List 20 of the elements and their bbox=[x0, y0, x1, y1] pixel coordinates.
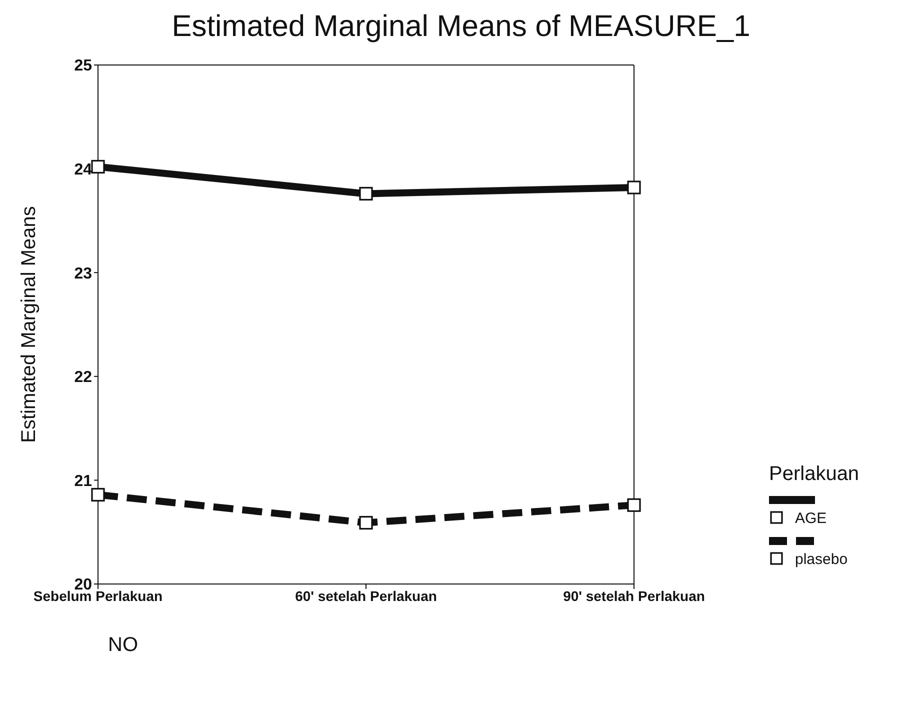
y-tick-label: 23 bbox=[74, 265, 92, 282]
x-tick-label: 60' setelah Perlakuan bbox=[295, 588, 437, 604]
y-tick-label: 20 bbox=[74, 576, 92, 594]
point bbox=[91, 488, 105, 502]
point bbox=[91, 160, 105, 174]
legend-label: plasebo bbox=[795, 551, 848, 568]
y-tick-label: 25 bbox=[74, 58, 92, 75]
text: NO bbox=[108, 634, 139, 657]
x-tick-label: 90' setelah Perlakuan bbox=[563, 588, 705, 604]
y-tick-label: 24 bbox=[74, 161, 92, 178]
point bbox=[627, 498, 641, 512]
point bbox=[627, 180, 641, 194]
y-tick-label: 22 bbox=[74, 369, 92, 386]
point bbox=[359, 516, 373, 530]
legend-label: AGE bbox=[795, 510, 827, 527]
chart-title: Estimated Marginal Means of MEASURE_1 bbox=[170, 10, 752, 44]
legend-title: Perlakuan bbox=[769, 463, 860, 486]
y-tick-label: 21 bbox=[74, 472, 92, 490]
y-axis-title: Estimated Marginal Means bbox=[18, 206, 40, 443]
point bbox=[359, 186, 373, 201]
